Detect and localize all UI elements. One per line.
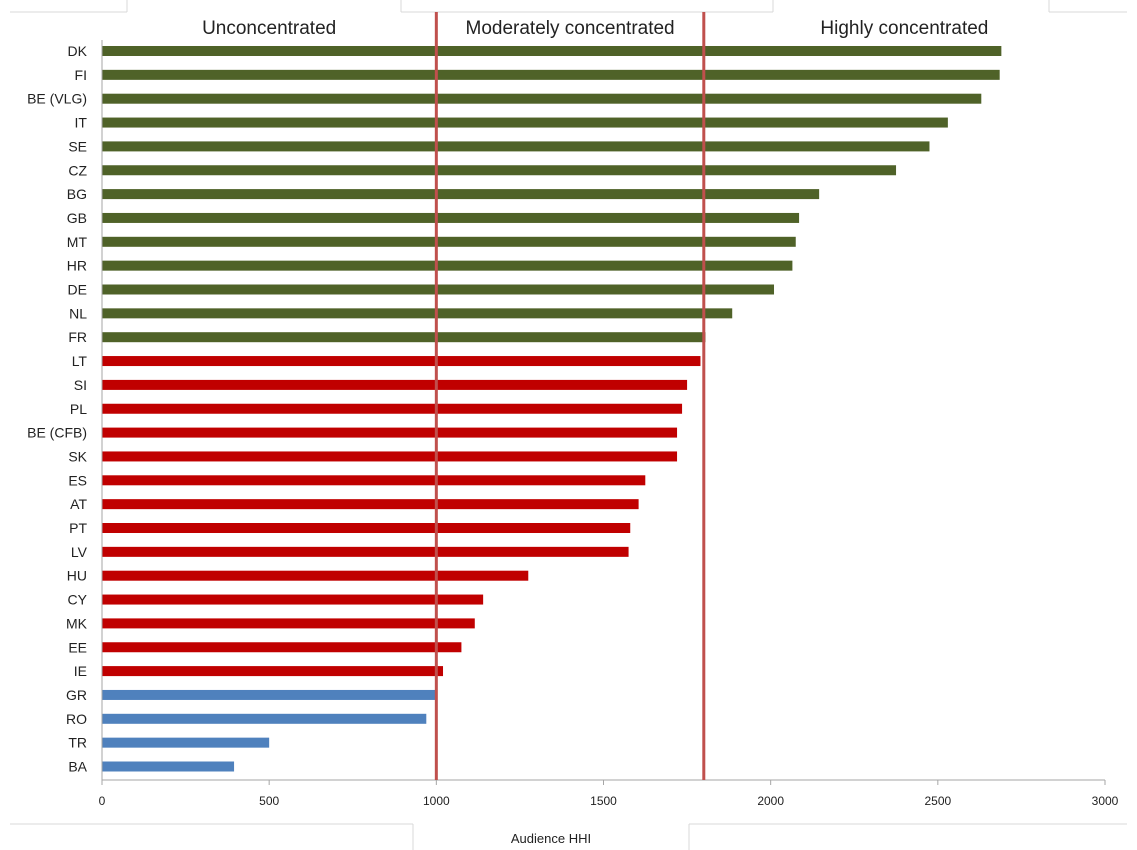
category-label-ie: IE [74,663,87,679]
x-tick-label-2000: 2000 [757,794,784,808]
bar-ie [102,666,444,677]
category-label-bg: BG [67,186,87,202]
bar-pl [102,403,683,414]
category-label-tr: TR [68,735,87,751]
x-tick-label-1000: 1000 [423,794,450,808]
category-label-hu: HU [67,568,87,584]
x-tick-label-500: 500 [259,794,279,808]
bar-fr [102,332,706,343]
x-tick-label-2500: 2500 [924,794,951,808]
bar-nl [102,308,733,319]
category-label-cy: CY [68,592,88,608]
bar-bg [102,189,820,200]
category-label-de: DE [68,282,87,298]
chart-frame [10,0,1127,850]
bar-hr [102,260,793,271]
bar-tr [102,737,270,748]
category-label-ba: BA [68,759,87,775]
zone-labels: Unconcentrated Moderately concentrated Hig… [202,18,988,39]
zone-label-unconcentrated: Unconcentrated [202,18,336,39]
zone-label-moderately-concentrated: Moderately concentrated [466,18,675,39]
bar-cy [102,594,484,605]
bar-mt [102,236,796,247]
x-axis: 0 500 1000 1500 2000 2500 3000 [99,40,1119,808]
bar-lt [102,356,701,367]
bar-fi [102,69,1000,80]
bar-dk [102,46,1002,56]
category-label-ee: EE [68,639,87,655]
category-label-mt: MT [67,234,88,250]
bar-pt [102,523,631,533]
category-label-it: IT [75,115,88,131]
x-axis-title: Audience HHI [511,831,591,846]
bar-be-vlg [102,93,982,104]
bar-gb [102,212,800,223]
category-labels: DK FI BE (VLG) IT SE CZ BG GB MT HR DE NL FR LT SI PL BE… [27,43,88,775]
zone-label-highly-concentrated: Highly concentrated [820,18,988,39]
bars [102,46,1002,772]
category-label-pl: PL [70,401,87,417]
category-label-si: SI [74,377,87,393]
category-label-lv: LV [71,544,88,560]
bar-se [102,141,930,152]
category-label-fr: FR [68,329,87,345]
bar-be-cfb [102,427,678,438]
threshold-lines [434,12,706,780]
bar-si [102,379,688,390]
bar-ee [102,642,462,653]
bar-hu [102,570,529,581]
category-label-cz: CZ [68,162,87,178]
category-label-es: ES [68,472,87,488]
category-label-be-cfb: BE (CFB) [27,425,87,441]
bar-lv [102,546,629,557]
category-label-fi: FI [75,67,87,83]
category-label-gr: GR [66,687,87,703]
category-label-at: AT [70,496,87,512]
bar-mk [102,618,475,629]
category-label-se: SE [68,138,87,154]
bar-at [102,499,639,510]
category-label-pt: PT [69,520,87,536]
bar-cz [102,165,897,176]
bar-es [102,475,646,486]
category-label-dk: DK [68,43,88,59]
category-label-lt: LT [72,353,88,369]
bar-sk [102,451,678,462]
category-label-hr: HR [67,258,87,274]
x-tick-label-1500: 1500 [590,794,617,808]
bar-ro [102,713,427,724]
bar-ba [102,761,235,772]
category-label-sk: SK [68,448,87,464]
category-label-ro: RO [66,711,87,727]
x-tick-label-3000: 3000 [1092,794,1119,808]
bar-de [102,284,775,295]
category-label-mk: MK [66,615,88,631]
category-label-be-vlg: BE (VLG) [27,91,87,107]
category-label-nl: NL [69,305,87,321]
bar-it [102,117,948,128]
x-tick-label-0: 0 [99,794,106,808]
bar-gr [102,689,437,700]
category-label-gb: GB [67,210,87,226]
